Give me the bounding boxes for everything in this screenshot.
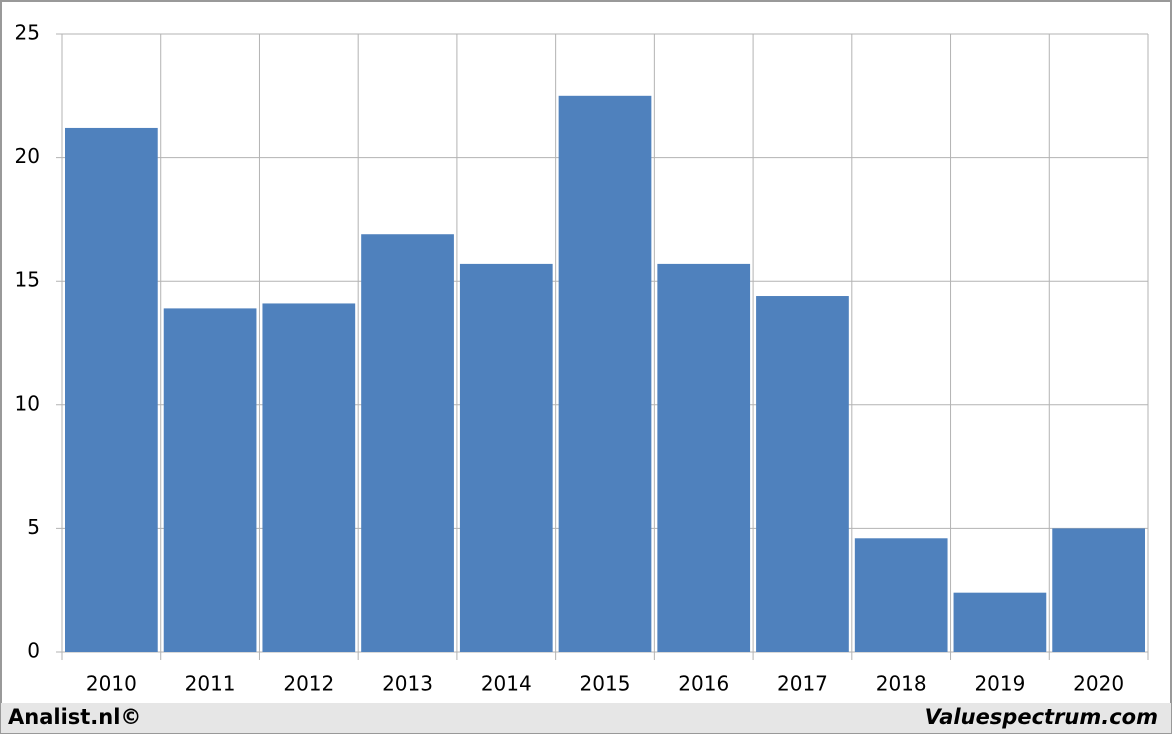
footer-right: Valuespectrum.com xyxy=(925,705,1158,729)
y-tick-label: 0 xyxy=(27,639,40,663)
x-tick-label: 2016 xyxy=(678,672,729,696)
x-tick-label: 2020 xyxy=(1073,672,1124,696)
bar xyxy=(65,127,158,653)
bar xyxy=(163,308,257,652)
x-tick-label: 2011 xyxy=(185,672,236,696)
x-tick-label: 2013 xyxy=(382,672,433,696)
y-tick-label: 15 xyxy=(15,268,40,292)
footer-left: Analist.nl© xyxy=(8,705,141,729)
bar xyxy=(953,592,1047,652)
bar xyxy=(262,303,356,652)
x-tick-label: 2010 xyxy=(86,672,137,696)
x-tick-label: 2012 xyxy=(283,672,334,696)
bar xyxy=(854,538,948,652)
y-tick-label: 5 xyxy=(27,515,40,539)
bar xyxy=(756,296,849,652)
y-tick-label: 10 xyxy=(15,391,40,415)
x-tick-label: 2018 xyxy=(876,672,927,696)
x-tick-label: 2019 xyxy=(974,672,1025,696)
footer-bar xyxy=(1,703,1171,733)
bar xyxy=(361,234,454,652)
x-tick-label: 2014 xyxy=(481,672,532,696)
bar xyxy=(657,263,751,652)
y-tick-label: 20 xyxy=(15,144,40,168)
bar xyxy=(558,95,652,653)
x-tick-label: 2015 xyxy=(580,672,631,696)
x-tick-label: 2017 xyxy=(777,672,828,696)
bar xyxy=(459,263,553,652)
bar xyxy=(1052,528,1145,652)
y-tick-label: 25 xyxy=(15,21,40,45)
